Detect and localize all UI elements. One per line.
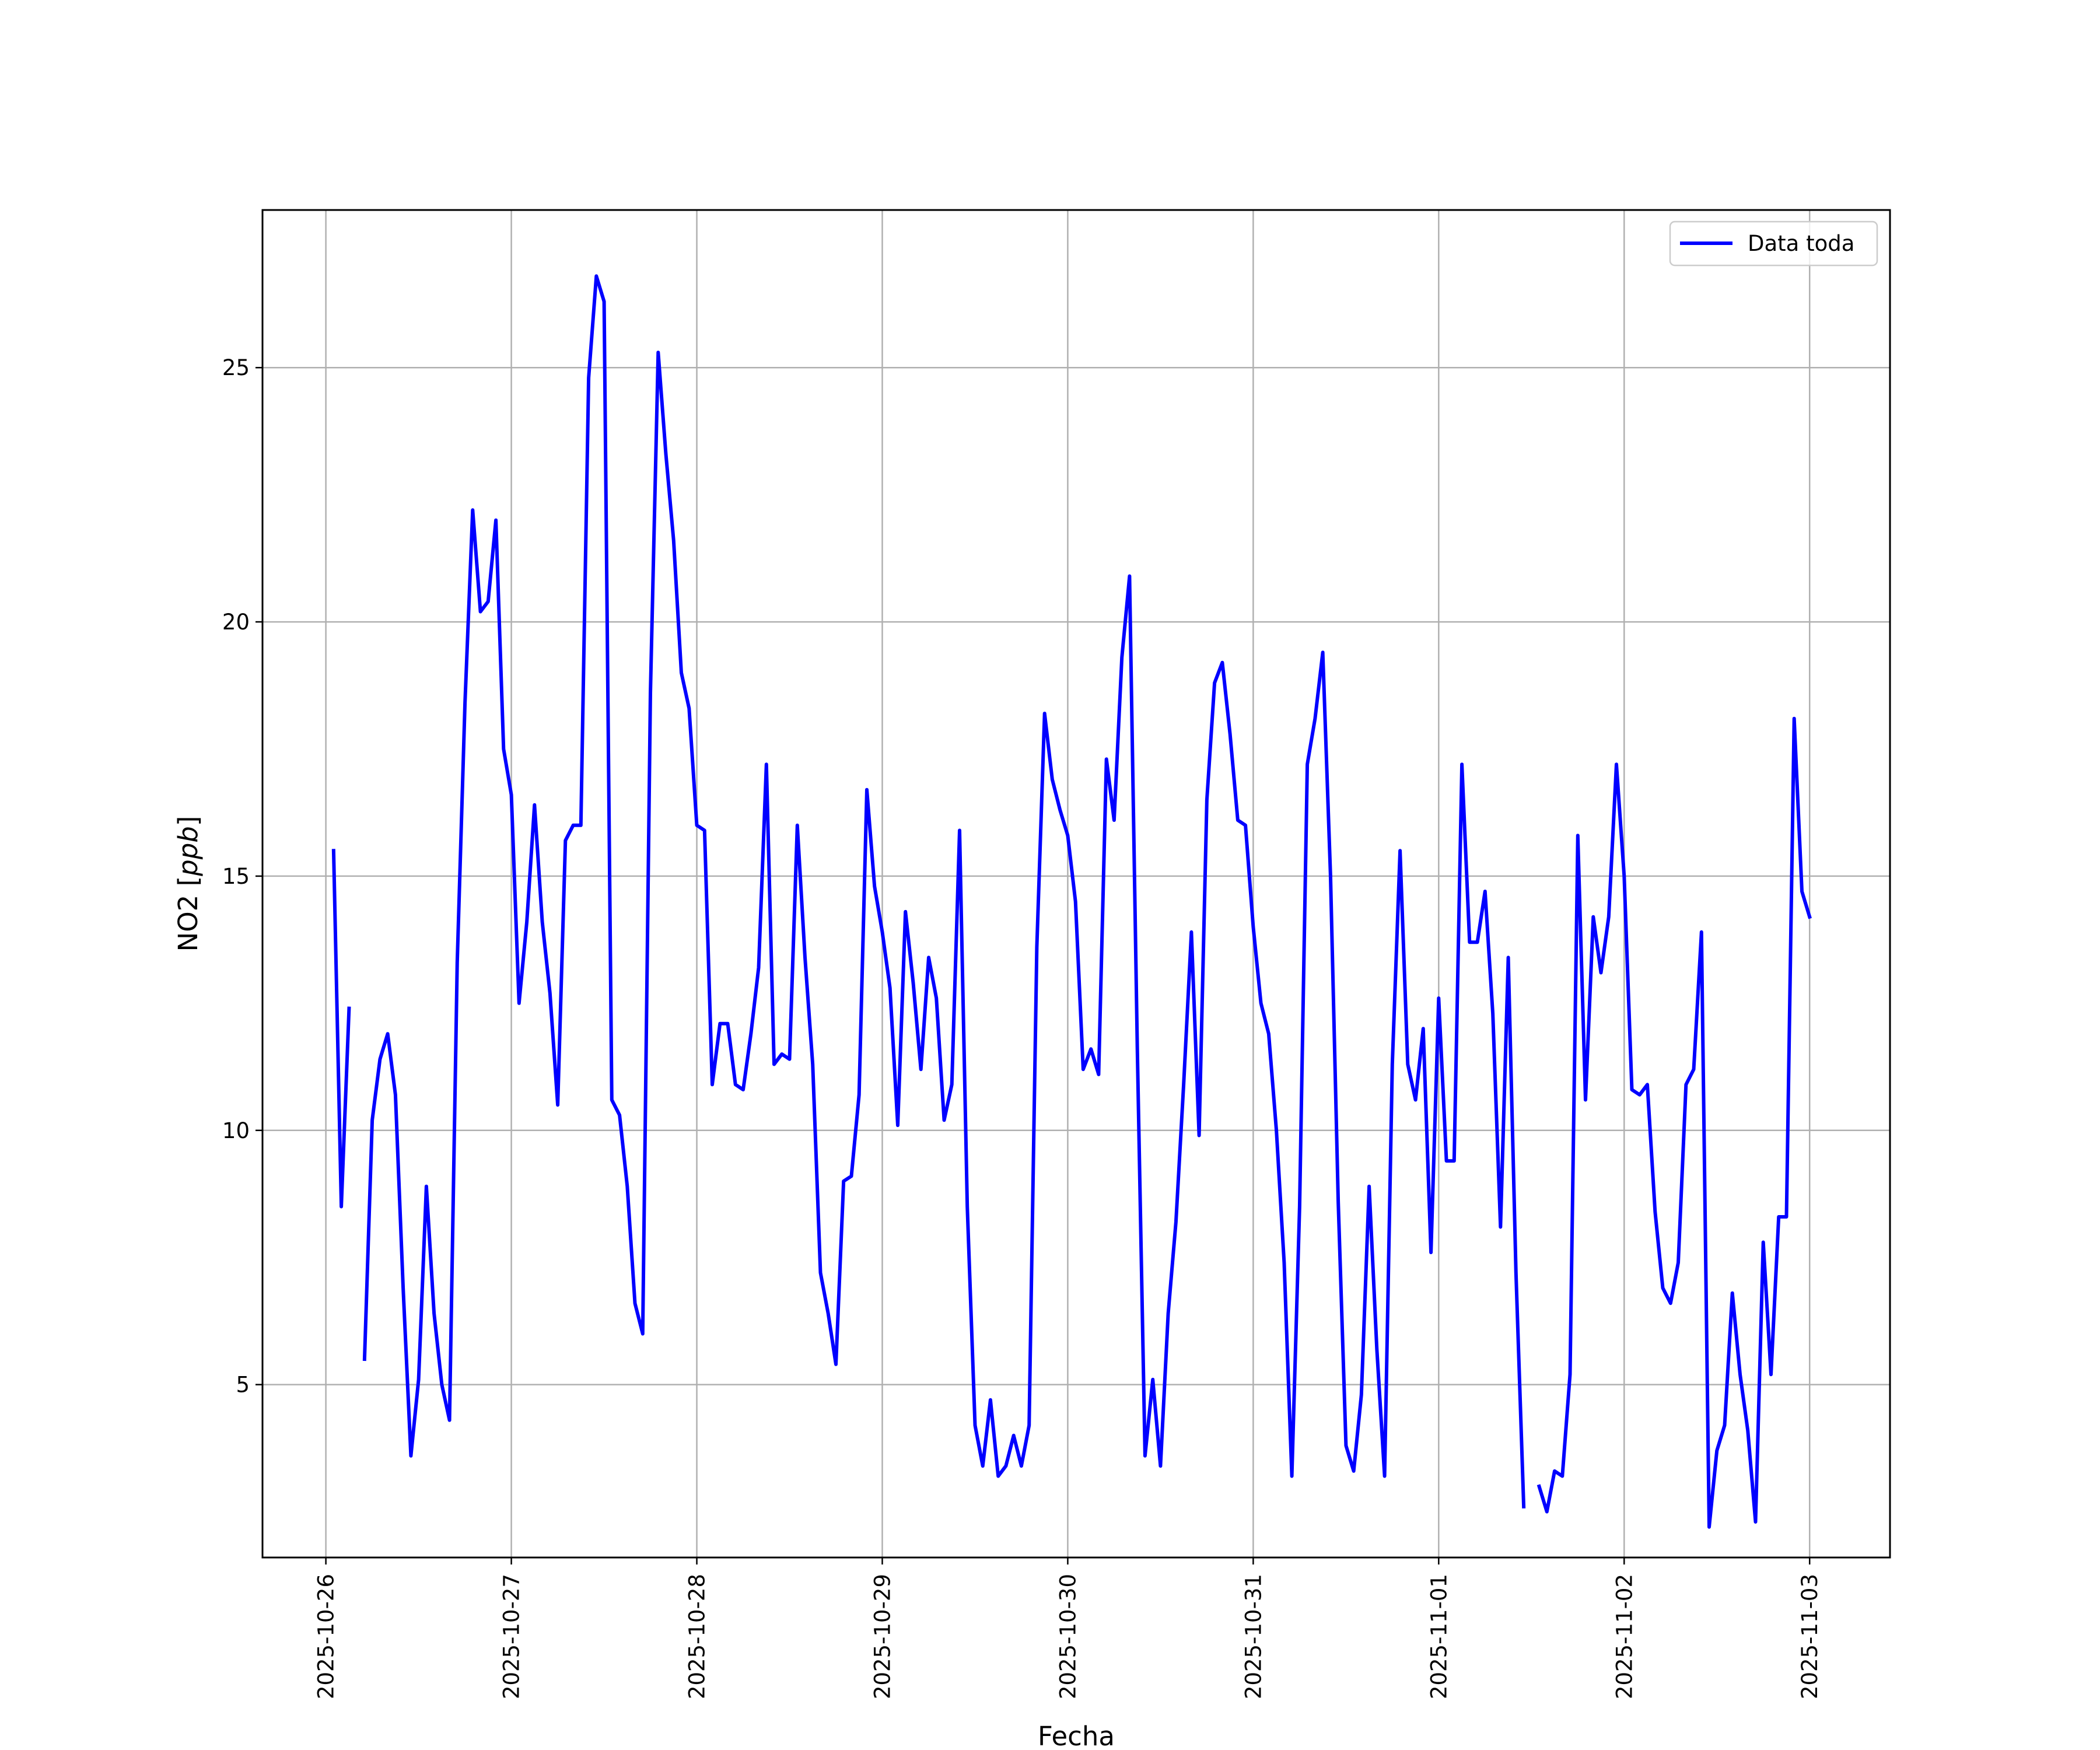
plot-area-background bbox=[262, 210, 1890, 1558]
y-axis-label-text: NO2 [ bbox=[173, 876, 204, 952]
x-tick-label: 2025-11-02 bbox=[1612, 1574, 1637, 1699]
y-axis-ticks: 5 10 15 20 25 bbox=[222, 355, 262, 1398]
x-tick-label: 2025-10-29 bbox=[870, 1574, 895, 1699]
x-tick-label: 2025-11-03 bbox=[1797, 1574, 1822, 1699]
x-tick-label: 2025-10-28 bbox=[685, 1574, 710, 1699]
series-line-data-toda bbox=[331, 274, 1812, 1529]
legend-label: Data toda bbox=[1748, 231, 1854, 256]
y-axis-label-end: ] bbox=[173, 816, 204, 827]
x-tick-label: 2025-11-01 bbox=[1426, 1574, 1451, 1699]
x-tick-label: 2025-10-27 bbox=[499, 1574, 524, 1699]
y-tick-label: 15 bbox=[222, 864, 250, 889]
y-tick-label: 25 bbox=[222, 355, 250, 380]
x-axis-label: Fecha bbox=[1038, 1721, 1115, 1750]
x-tick-label: 2025-10-31 bbox=[1241, 1574, 1266, 1699]
y-axis-label-unit: ppb bbox=[173, 826, 204, 877]
grid bbox=[262, 210, 1890, 1558]
x-tick-label: 2025-10-26 bbox=[314, 1574, 339, 1699]
series-layer bbox=[331, 274, 1812, 1529]
y-tick-label: 5 bbox=[236, 1373, 250, 1398]
x-tick-label: 2025-10-30 bbox=[1055, 1574, 1080, 1699]
x-axis-ticks: 2025-10-26 2025-10-27 2025-10-28 2025-10-29… bbox=[314, 1558, 1822, 1699]
legend-box bbox=[1669, 220, 1878, 267]
y-axis-label: NO2 [ppb] bbox=[173, 816, 204, 952]
y-tick-label: 20 bbox=[222, 610, 250, 635]
plot-frame bbox=[261, 209, 1891, 1559]
y-tick-label: 10 bbox=[222, 1118, 250, 1143]
legend: Data toda bbox=[1669, 220, 1878, 267]
